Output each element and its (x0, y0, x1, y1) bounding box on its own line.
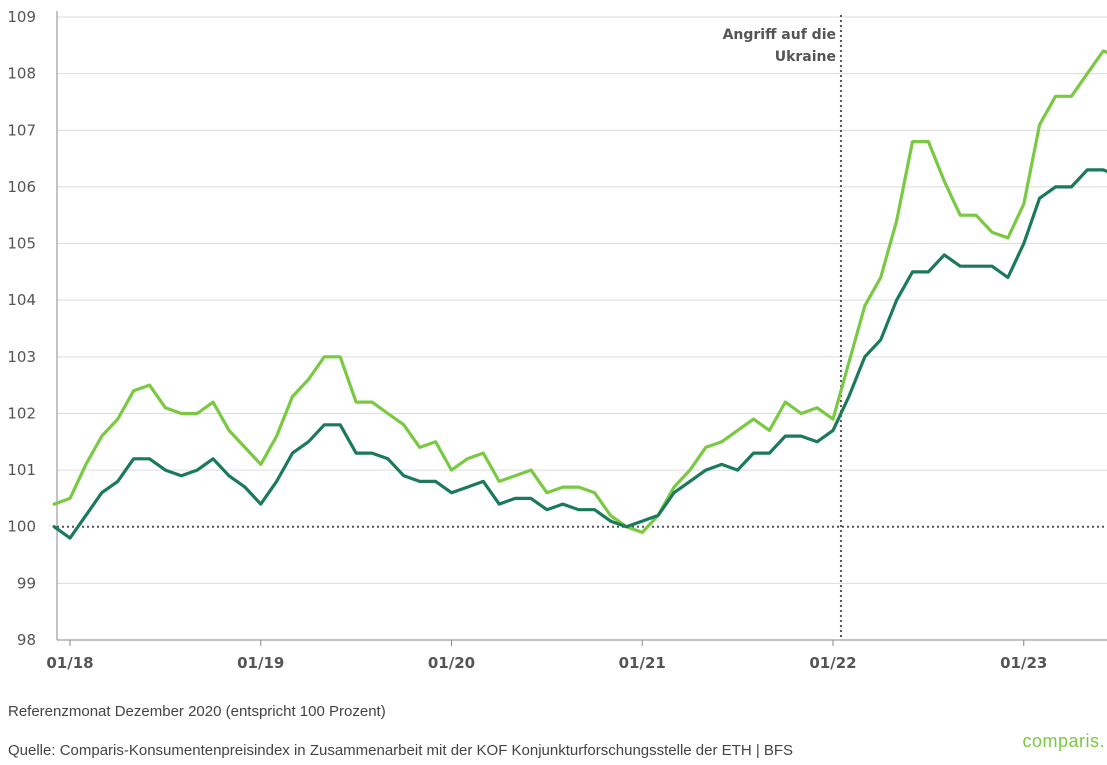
y-tick-label: 103 (7, 348, 36, 366)
comparis-logo: comparis. (1022, 731, 1105, 751)
y-tick-label: 100 (7, 518, 36, 536)
y-axis: 98 99 100 101 102 103 104 105 106 107 108 109 (7, 8, 58, 649)
y-tick-label: 108 (7, 65, 36, 83)
y-tick-label: 104 (7, 291, 36, 309)
event-label-line-1: Angriff auf die (723, 27, 836, 43)
source-note: Quelle: Comparis-Konsumentenpreisindex i… (8, 742, 794, 759)
y-tick-label: 106 (7, 178, 36, 196)
series-line-2 (52, 168, 1107, 540)
x-tick-label: 01/19 (237, 654, 284, 672)
y-tick-label: 109 (7, 8, 36, 26)
y-tick-label: 101 (7, 461, 36, 479)
y-tick-label: 102 (7, 404, 36, 422)
line-chart: 98 99 100 101 102 103 104 105 106 107 108 109 01/18… (7, 8, 1107, 672)
x-tick-label: 01/20 (428, 654, 475, 672)
series-group (52, 49, 1107, 540)
y-tick-label: 105 (7, 235, 36, 253)
x-tick-label: 01/21 (619, 654, 666, 672)
event-marker: Angriff auf die Ukraine (723, 15, 842, 640)
event-label-line-2: Ukraine (775, 49, 836, 65)
grid-lines (57, 16, 1107, 641)
reference-note: Referenzmonat Dezember 2020 (entspricht … (8, 703, 386, 720)
x-tick-label: 01/22 (809, 654, 856, 672)
y-tick-label: 99 (17, 574, 36, 592)
y-tick-label: 107 (7, 121, 36, 139)
x-tick-label: 01/18 (46, 654, 93, 672)
x-tick-label: 01/23 (1000, 654, 1047, 672)
x-axis: 01/18 01/19 01/20 01/21 01/22 01/23 (46, 639, 1107, 672)
y-tick-label: 98 (17, 631, 36, 649)
series-line-1 (52, 49, 1107, 534)
